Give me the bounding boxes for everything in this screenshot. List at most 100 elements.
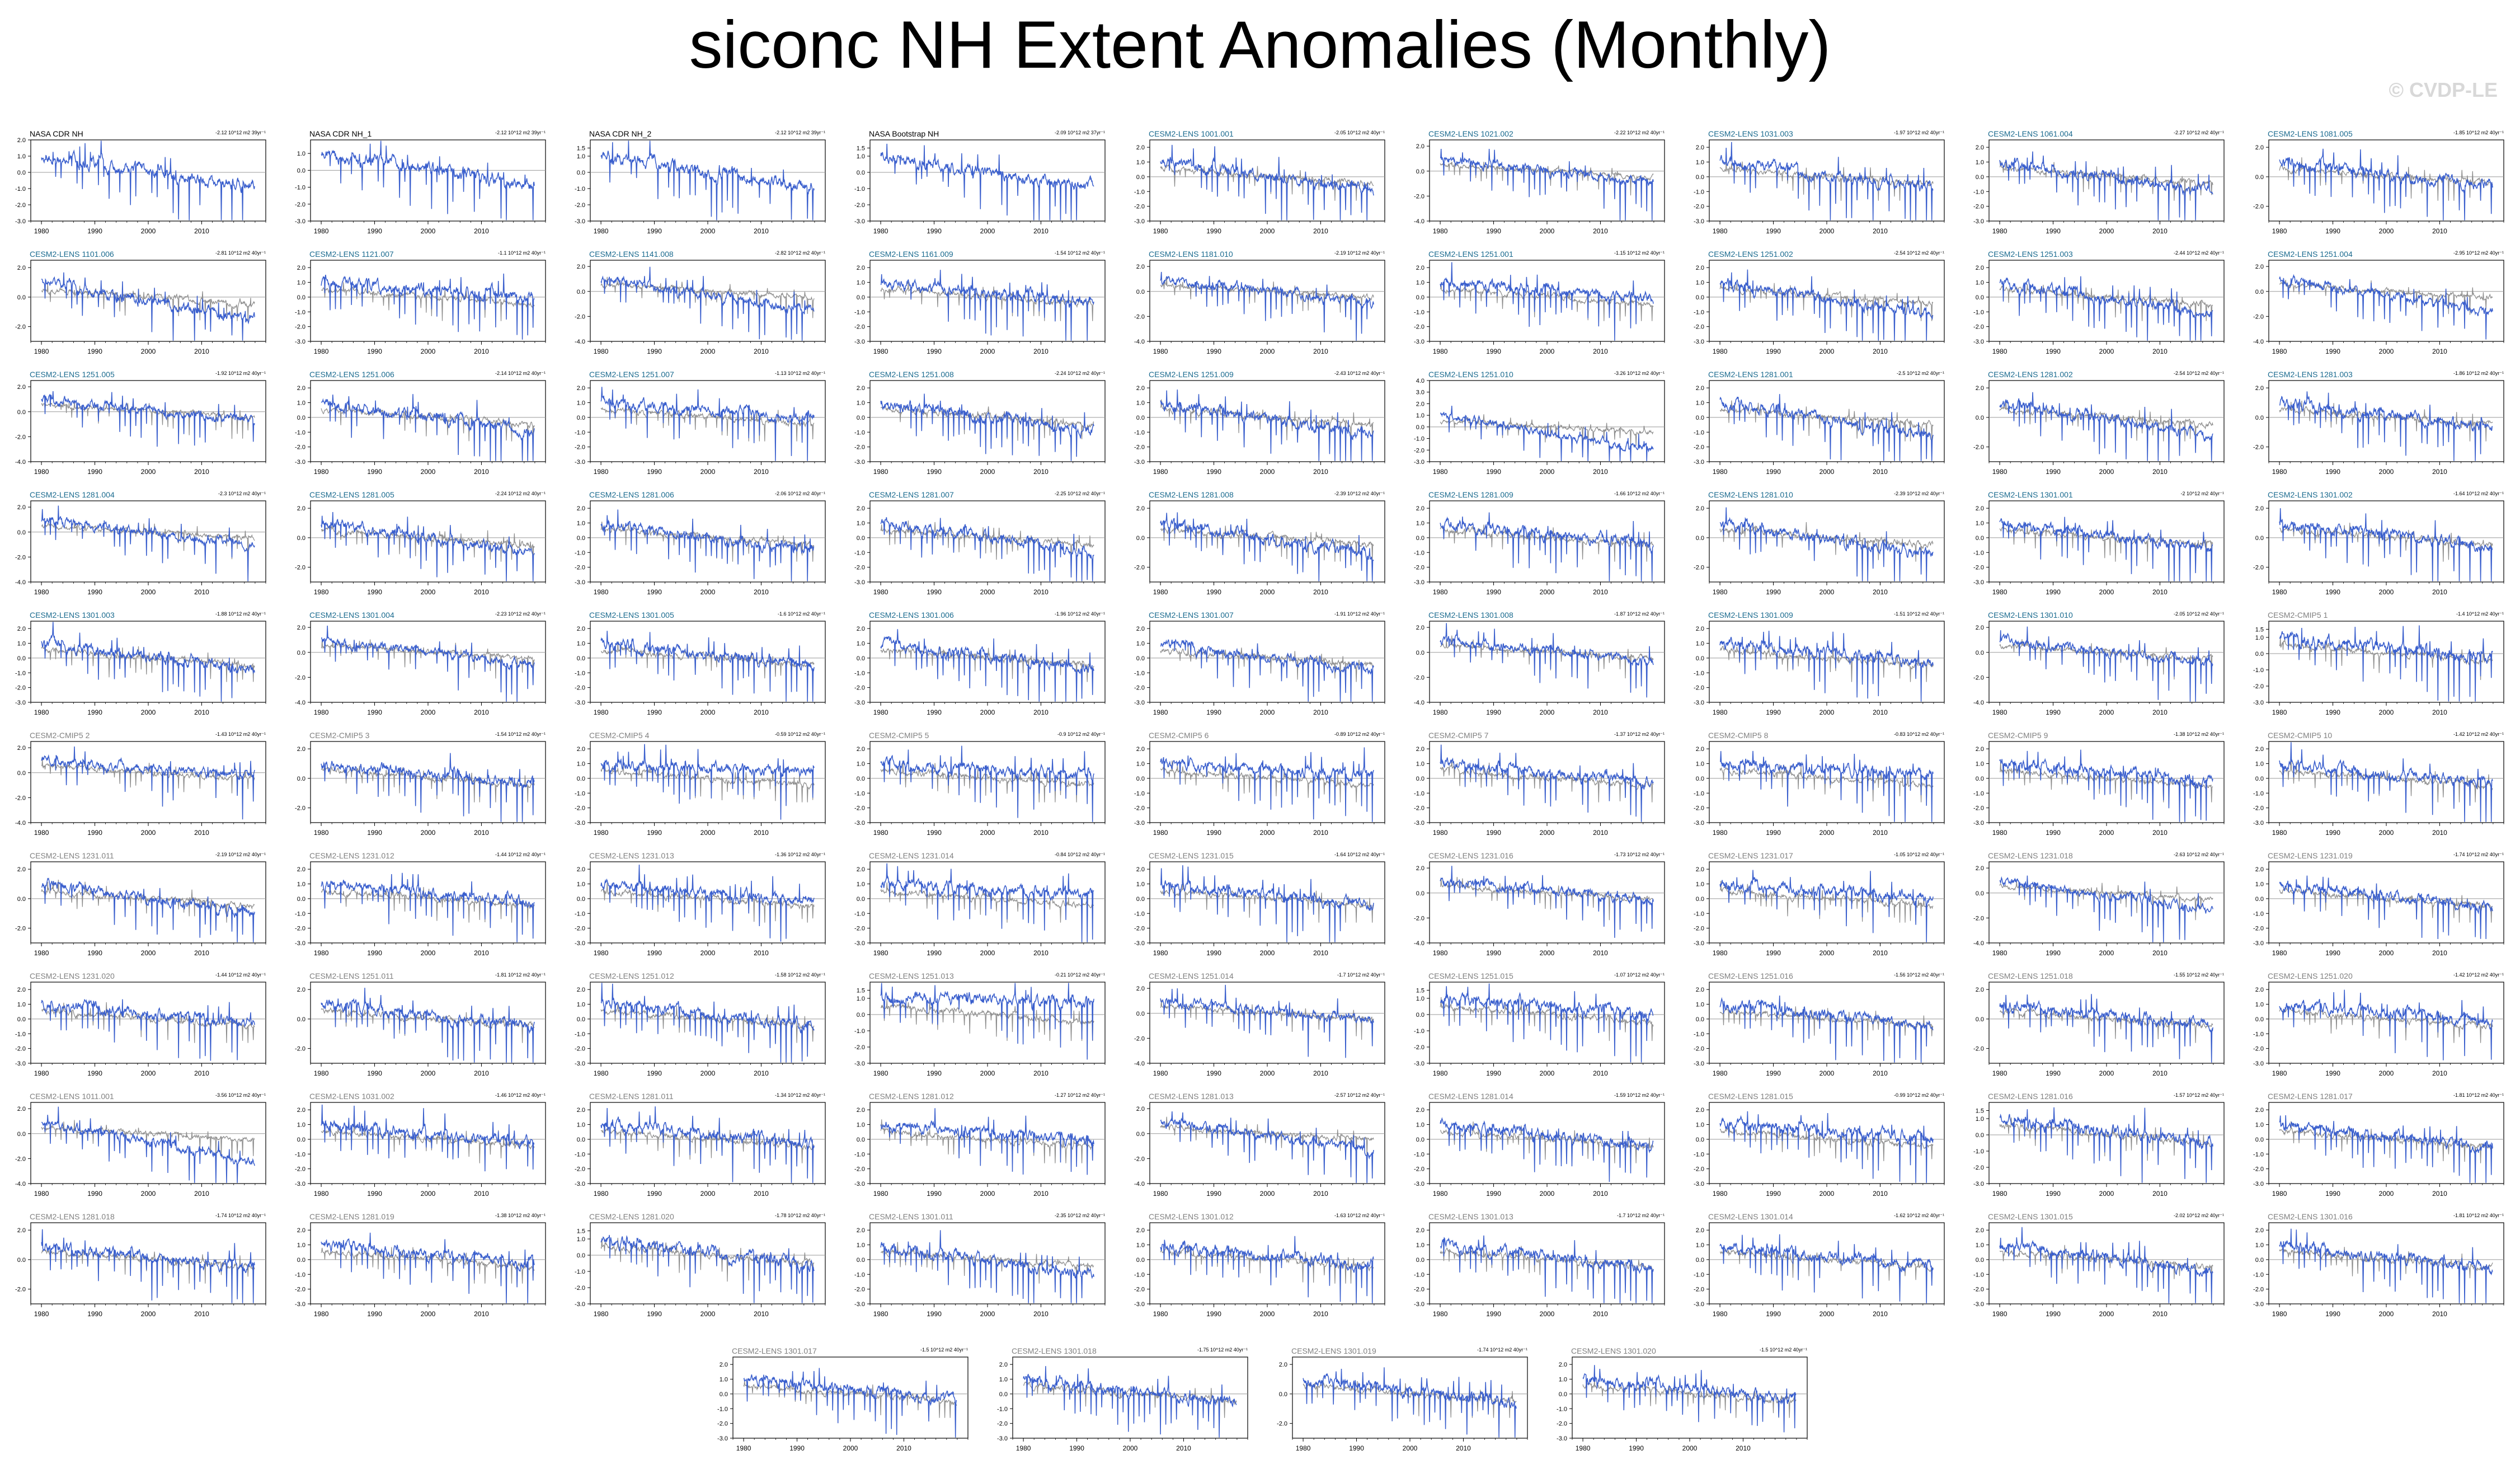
- obs-series-line: [41, 759, 255, 797]
- panel-trend: -2.25 10^12 m2 40yr⁻¹: [1055, 491, 1105, 496]
- y-tick-label: 0.0: [2255, 776, 2264, 782]
- y-tick-label: -1.0: [1694, 1271, 1704, 1278]
- y-tick-label: -4.0: [575, 339, 585, 345]
- x-tick-label: 1990: [367, 588, 382, 596]
- x-tick-label: 2010: [474, 1069, 489, 1077]
- x-tick-label: 2000: [1540, 348, 1555, 355]
- panel: CESM2-LENS 1301.015 -2.02 10^12 m2 40yr⁻¹…: [1973, 1212, 2225, 1318]
- obs-series-line: [1999, 523, 2213, 562]
- panel-trend: -1.7 10^12 m2 40yr⁻¹: [1617, 1213, 1665, 1218]
- panel-trend: -2.24 10^12 m2 40yr⁻¹: [1055, 370, 1105, 376]
- y-tick-label: 2.0: [1279, 1362, 1287, 1368]
- y-tick-label: 1.0: [1696, 1122, 1704, 1129]
- panel-trend: -1.55 10^12 m2 40yr⁻¹: [2174, 972, 2224, 978]
- panel-trend: -2.19 10^12 m2 40yr⁻¹: [215, 852, 266, 857]
- y-tick-label: -2.0: [575, 202, 585, 209]
- x-tick-label: 1990: [2325, 708, 2340, 716]
- panel-title: CESM2-LENS 1281.020: [589, 1212, 674, 1221]
- series-line: [1440, 744, 1654, 822]
- series-line: [880, 983, 1094, 1060]
- y-tick-label: -3.0: [1414, 1301, 1424, 1308]
- y-tick-label: 2.0: [1416, 401, 1424, 407]
- panel-title: CESM2-LENS 1231.017: [1708, 851, 1793, 860]
- y-tick-label: 2.0: [577, 866, 585, 873]
- y-tick-label: -2.0: [854, 324, 865, 331]
- y-tick-label: -3.0: [1134, 459, 1145, 466]
- y-tick-label: 2.0: [1696, 1107, 1704, 1114]
- y-tick-label: 2.0: [297, 385, 305, 392]
- x-tick-label: 1980: [1433, 829, 1448, 837]
- panel-trend: -1.27 10^12 m2 40yr⁻¹: [1055, 1092, 1105, 1098]
- x-tick-label: 2000: [2379, 227, 2394, 235]
- x-tick-label: 2000: [2379, 829, 2394, 837]
- panel-trend: -1.74 10^12 m2 40yr⁻¹: [215, 1213, 266, 1218]
- x-tick-label: 2000: [1820, 708, 1835, 716]
- y-tick-label: 0.0: [2255, 1016, 2264, 1023]
- y-tick-label: 0.0: [1976, 776, 1984, 782]
- obs-series-line: [880, 1119, 1094, 1163]
- y-tick-label: -3.0: [1973, 820, 1984, 827]
- y-tick-label: -2.0: [1973, 1046, 1984, 1053]
- y-tick-label: 0.0: [1696, 535, 1704, 542]
- x-tick-label: 1990: [87, 1310, 102, 1318]
- y-tick-label: -2.0: [1973, 324, 1984, 331]
- y-tick-label: 2.0: [1696, 265, 1704, 271]
- panel-title: CESM2-LENS 1231.012: [309, 851, 394, 860]
- series-line: [1160, 747, 1374, 822]
- y-tick-label: 2.0: [1696, 987, 1704, 993]
- y-tick-label: 2.0: [2255, 144, 2264, 151]
- x-tick-label: 1980: [1992, 1190, 2007, 1198]
- y-tick-label: 2.0: [297, 866, 305, 873]
- series-line: [1440, 406, 1654, 462]
- x-tick-label: 2000: [980, 708, 995, 716]
- y-tick-label: 0.0: [1696, 776, 1704, 782]
- y-tick-label: -3.0: [1134, 218, 1145, 225]
- panel: CESM2-LENS 1251.010 -3.26 10^12 m2 40yr⁻¹…: [1414, 370, 1665, 476]
- y-tick-label: 0.0: [1416, 424, 1424, 431]
- y-tick-label: 0.0: [2255, 415, 2264, 421]
- obs-series-line: [41, 879, 255, 923]
- y-tick-label: -2.0: [575, 565, 585, 571]
- y-tick-label: -3.0: [2253, 1301, 2264, 1308]
- obs-series-line: [1440, 1246, 1654, 1284]
- panel-title: CESM2-LENS 1251.018: [1988, 971, 2073, 980]
- series-line: [1440, 983, 1654, 1063]
- panel: CESM2-LENS 1031.003 -1.97 10^12 m2 40yr⁻¹…: [1694, 129, 1945, 235]
- series-line: [41, 1106, 255, 1183]
- obs-series-line: [600, 641, 815, 682]
- x-tick-label: 2000: [980, 227, 995, 235]
- y-tick-label: 0.0: [577, 289, 585, 295]
- panel-trend: -2.5 10^12 m2 40yr⁻¹: [1897, 370, 1944, 376]
- panel: CESM2-LENS 1181.010 -2.19 10^12 m2 40yr⁻¹…: [1134, 250, 1385, 355]
- x-tick-label: 2010: [754, 227, 769, 235]
- x-tick-label: 2010: [194, 468, 209, 476]
- y-tick-label: 1.0: [1696, 1002, 1704, 1008]
- y-tick-label: -1.0: [1694, 670, 1704, 677]
- x-tick-label: 2010: [1873, 1069, 1888, 1077]
- y-tick-label: 2.0: [297, 1227, 305, 1234]
- y-tick-label: -1.0: [1134, 429, 1145, 436]
- y-tick-label: 2.0: [577, 505, 585, 512]
- panel: CESM2-LENS 1281.011 -1.34 10^12 m2 40yr⁻¹…: [575, 1092, 826, 1198]
- y-tick-label: -1.0: [2253, 1271, 2264, 1278]
- x-tick-label: 1990: [87, 348, 102, 355]
- x-tick-label: 1990: [87, 468, 102, 476]
- panel: CESM2-LENS 1251.014 -1.7 10^12 m2 40yr⁻¹ 2…: [1134, 971, 1385, 1077]
- x-tick-label: 2000: [421, 1190, 436, 1198]
- y-tick-label: 2.0: [1976, 987, 1984, 993]
- y-tick-label: -3.0: [1694, 459, 1704, 466]
- series-line: [321, 140, 535, 220]
- x-tick-label: 1990: [1766, 348, 1781, 355]
- obs-series-line: [1719, 1248, 1934, 1284]
- y-tick-label: -1.0: [1414, 790, 1424, 797]
- panel-title: CESM2-LENS 1301.009: [1708, 611, 1793, 619]
- y-tick-label: -2.0: [1694, 204, 1704, 210]
- y-tick-label: -2.0: [2253, 1046, 2264, 1053]
- y-tick-label: 2.0: [1416, 865, 1424, 872]
- panel-frame: [2268, 621, 2504, 703]
- x-tick-label: 2010: [2432, 949, 2447, 957]
- panel: CESM2-CMIP5 7 -1.37 10^12 m2 40yr⁻¹ 2.0 1.0…: [1414, 731, 1665, 837]
- x-tick-label: 2000: [421, 829, 436, 837]
- x-tick-label: 1980: [2272, 1069, 2287, 1077]
- x-tick-label: 2010: [754, 588, 769, 596]
